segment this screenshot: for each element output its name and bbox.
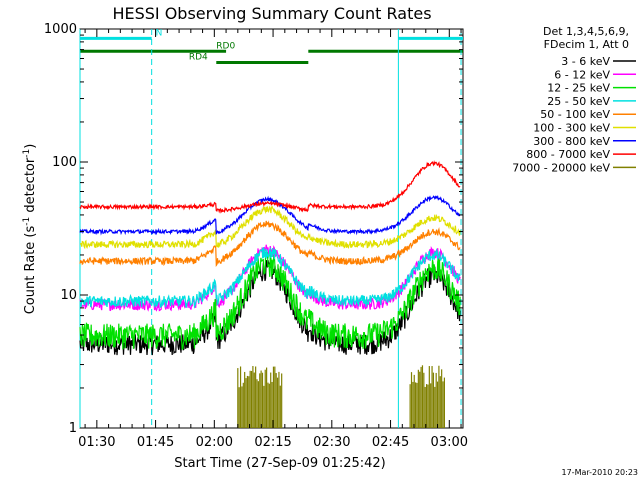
chart-title: HESSI Observing Summary Count Rates (112, 4, 431, 23)
series-line-7 (79, 160, 461, 214)
y-tick-label: 1 (69, 421, 77, 436)
cyan-marker-lines (79, 29, 462, 428)
y-axis-label-mid: detector (23, 157, 38, 217)
y-axis-label-sup2: -1 (22, 149, 32, 158)
x-axis-label: Start Time (27-Sep-09 01:25:42) (174, 456, 385, 471)
y-axis-label-main: Count Rate (s (23, 226, 38, 315)
7000-20000-kev-series (237, 365, 445, 428)
x-tick-label: 03:00 (431, 435, 468, 450)
x-tick-label: 02:15 (254, 435, 291, 450)
series-line-2 (79, 251, 461, 351)
flag-label-rd0: RD0 (216, 41, 235, 51)
legend-entry-label: 50 - 100 keV (540, 108, 610, 121)
x-tick-label: 02:30 (313, 435, 350, 450)
flag-label-rd4: RD4 (189, 52, 208, 62)
y-tick-label: 1000 (44, 22, 77, 37)
series-line-4 (79, 220, 461, 268)
x-tick-label: 02:45 (372, 435, 409, 450)
flag-bars: N RD0 RD4 (80, 28, 463, 64)
series-line-5 (79, 205, 461, 250)
legend-entry-label: 12 - 25 keV (547, 82, 610, 95)
legend-header-line: Det 1,3,4,5,6,9, (543, 25, 629, 38)
legend-entry-label: 25 - 50 keV (547, 95, 610, 108)
axis-ticks: 01:30 01:45 02:00 02:15 02:30 02:45 03:00 1 10 10… (44, 22, 468, 450)
x-tick-label: 01:30 (78, 435, 115, 450)
x-tick-label: 01:45 (137, 435, 174, 450)
legend: Det 1,3,4,5,6,9,FDecim 1, Att 0 3 - 6 keV… (512, 25, 636, 174)
y-axis-label: Count Rate (s-1 detector-1) (22, 144, 38, 315)
y-axis-label-sup1: -1 (22, 217, 32, 226)
legend-header-line: FDecim 1, Att 0 (544, 38, 629, 51)
flag-label-n: N (156, 28, 163, 38)
y-tick-label: 100 (52, 155, 77, 170)
series-line-6 (79, 195, 461, 236)
legend-entry-label: 3 - 6 keV (561, 55, 610, 68)
plot-frame (79, 28, 464, 429)
legend-entry-label: 300 - 800 keV (533, 135, 610, 148)
legend-entry-label: 100 - 300 keV (533, 122, 610, 135)
legend-entry-label: 6 - 12 keV (554, 68, 610, 81)
legend-entry-label: 800 - 7000 keV (526, 148, 610, 161)
y-tick-label: 10 (60, 288, 77, 303)
legend-entry-label: 7000 - 20000 keV (512, 161, 610, 174)
y-axis-label-end: ) (23, 144, 38, 149)
plot-area (79, 28, 464, 429)
series-lines (79, 160, 461, 356)
x-tick-label: 02:00 (196, 435, 233, 450)
series-line-3 (79, 246, 461, 309)
timestamp: 17-Mar-2010 20:23 (562, 468, 639, 477)
